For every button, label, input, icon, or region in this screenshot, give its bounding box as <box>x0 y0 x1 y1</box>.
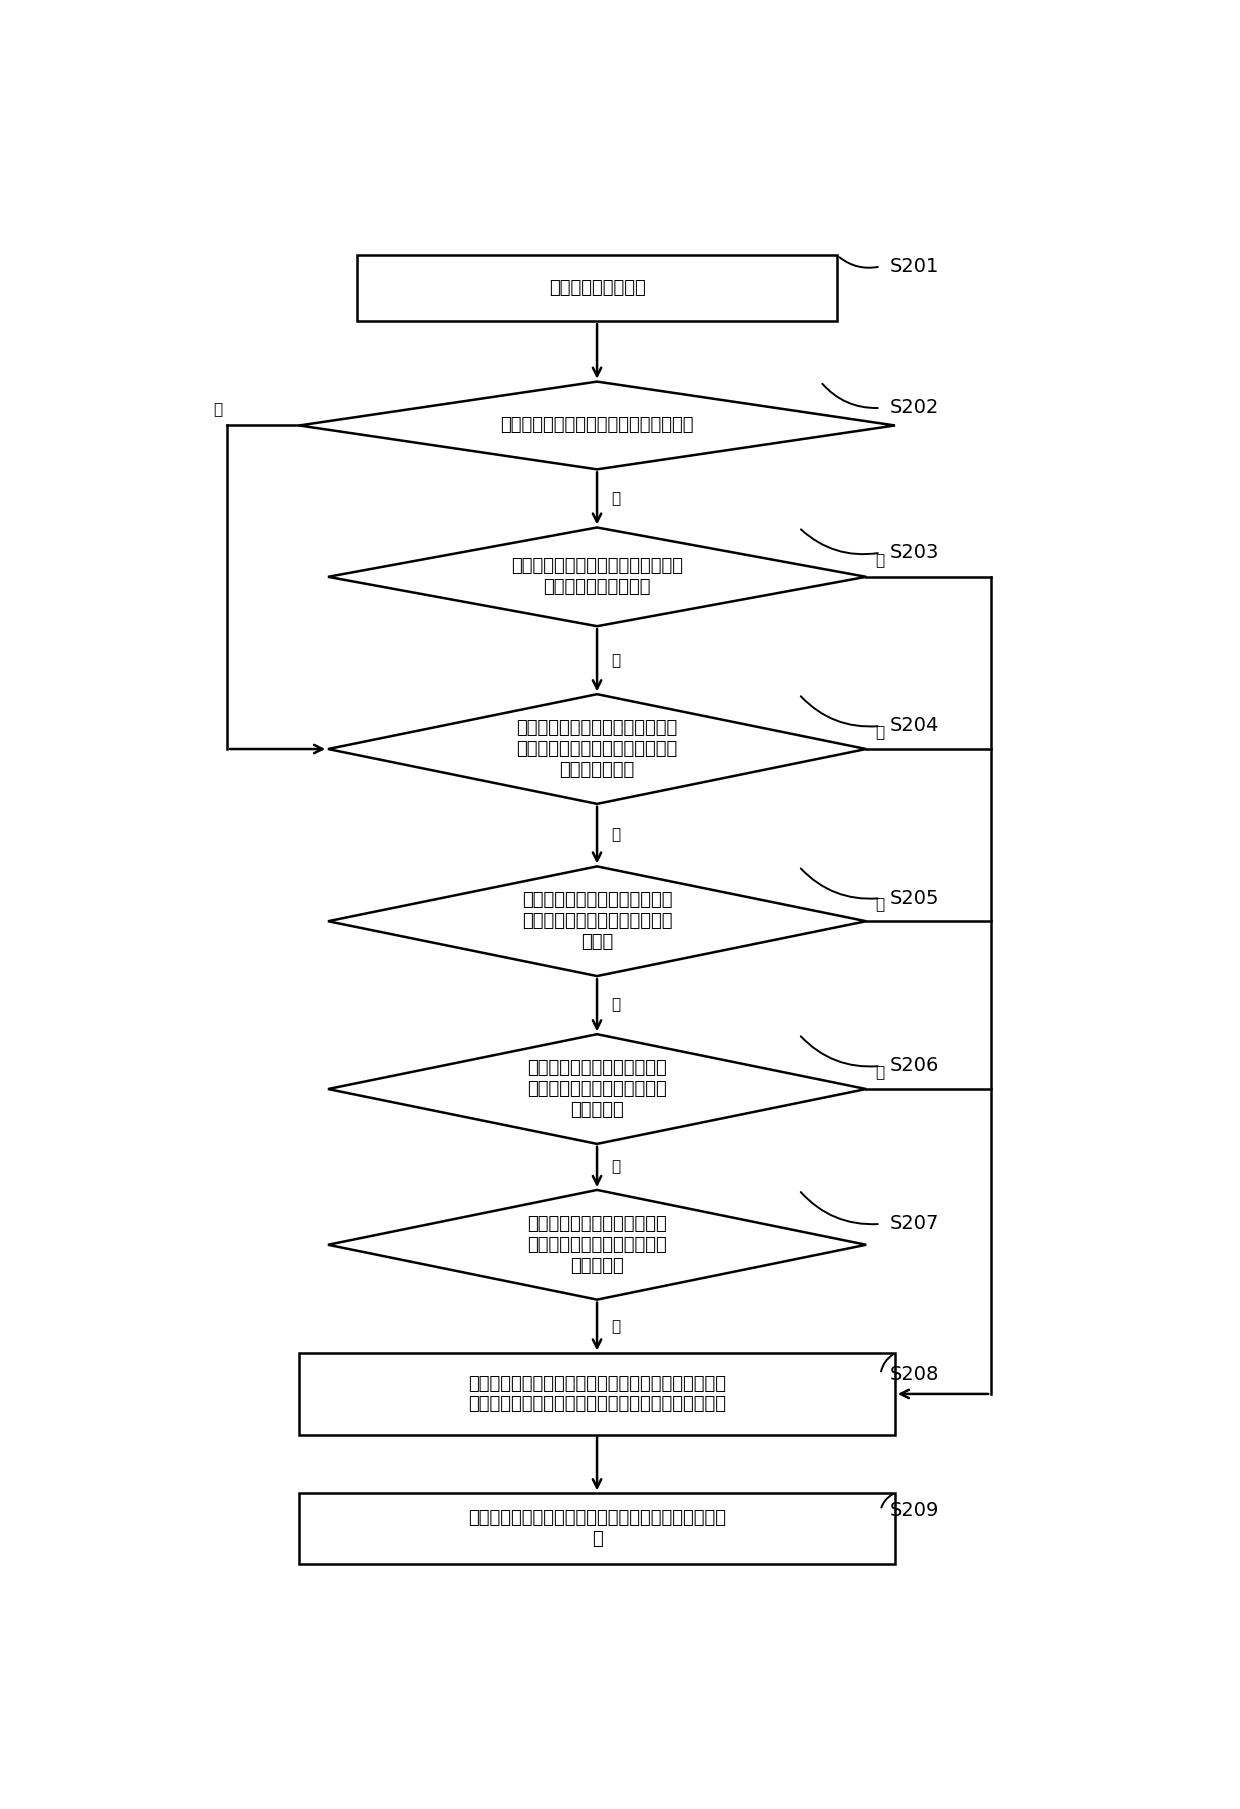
Text: 确定场景库包含的检索场景实
例是否为与输入信息匹配的目
标场景实例: 确定场景库包含的检索场景实 例是否为与输入信息匹配的目 标场景实例 <box>527 1060 667 1118</box>
Text: S203: S203 <box>890 543 940 563</box>
Text: 是: 是 <box>875 554 885 568</box>
Text: 判断输入信息在最近一次匹配的场景
实例内是否为有效输入: 判断输入信息在最近一次匹配的场景 实例内是否为有效输入 <box>511 557 683 597</box>
Polygon shape <box>327 867 866 977</box>
Polygon shape <box>327 528 866 626</box>
Text: S206: S206 <box>890 1056 940 1076</box>
Text: 是: 是 <box>875 725 885 740</box>
Text: S209: S209 <box>890 1501 940 1520</box>
FancyBboxPatch shape <box>299 1353 895 1435</box>
FancyBboxPatch shape <box>357 255 837 322</box>
Text: 否: 否 <box>213 402 222 416</box>
Text: S205: S205 <box>890 888 940 908</box>
Text: 展示应答信息，并依据应答信息更新保存的场景事件状
态: 展示应答信息，并依据应答信息更新保存的场景事件状 态 <box>467 1509 727 1549</box>
Text: 否: 否 <box>611 653 620 668</box>
FancyBboxPatch shape <box>299 1492 895 1565</box>
Text: 是: 是 <box>611 1319 620 1333</box>
Text: 确定场景库内是是否存在能够作
为目标场景实例的推荐的专业场
景实例: 确定场景库内是是否存在能够作 为目标场景实例的推荐的专业场 景实例 <box>522 892 672 952</box>
Text: 是: 是 <box>611 490 620 507</box>
Text: 确定场景库包含的会话场景实
例是否为与输入信息匹配的目
标场景实例: 确定场景库包含的会话场景实 例是否为与输入信息匹配的目 标场景实例 <box>527 1216 667 1275</box>
Text: 获取用户的输入信息: 获取用户的输入信息 <box>548 279 646 297</box>
Text: S201: S201 <box>890 257 940 277</box>
Text: S207: S207 <box>890 1214 940 1234</box>
Text: S204: S204 <box>890 716 940 736</box>
Polygon shape <box>327 695 866 803</box>
Text: 在场景库包含的各个专业场景实例
中，确定是否存在与输入信息匹配
的目标场景实例: 在场景库包含的各个专业场景实例 中，确定是否存在与输入信息匹配 的目标场景实例 <box>516 720 678 780</box>
Polygon shape <box>299 382 895 469</box>
Polygon shape <box>327 1190 866 1299</box>
Text: 判断是否保存有最近一次匹配的场景实例: 判断是否保存有最近一次匹配的场景实例 <box>500 416 694 434</box>
Text: S202: S202 <box>890 398 940 418</box>
Text: 是: 是 <box>875 897 885 912</box>
Text: 将目标场景实例保存为最近一次匹配的场景实例，并在
资源仓库内查询输入信息在目标场景实例下的应答信息: 将目标场景实例保存为最近一次匹配的场景实例，并在 资源仓库内查询输入信息在目标场… <box>467 1375 727 1413</box>
Text: 否: 否 <box>611 829 620 843</box>
Text: 是: 是 <box>875 1066 885 1080</box>
Text: 否: 否 <box>611 997 620 1013</box>
Text: 否: 否 <box>611 1160 620 1174</box>
Polygon shape <box>327 1035 866 1143</box>
Text: S208: S208 <box>890 1364 940 1384</box>
